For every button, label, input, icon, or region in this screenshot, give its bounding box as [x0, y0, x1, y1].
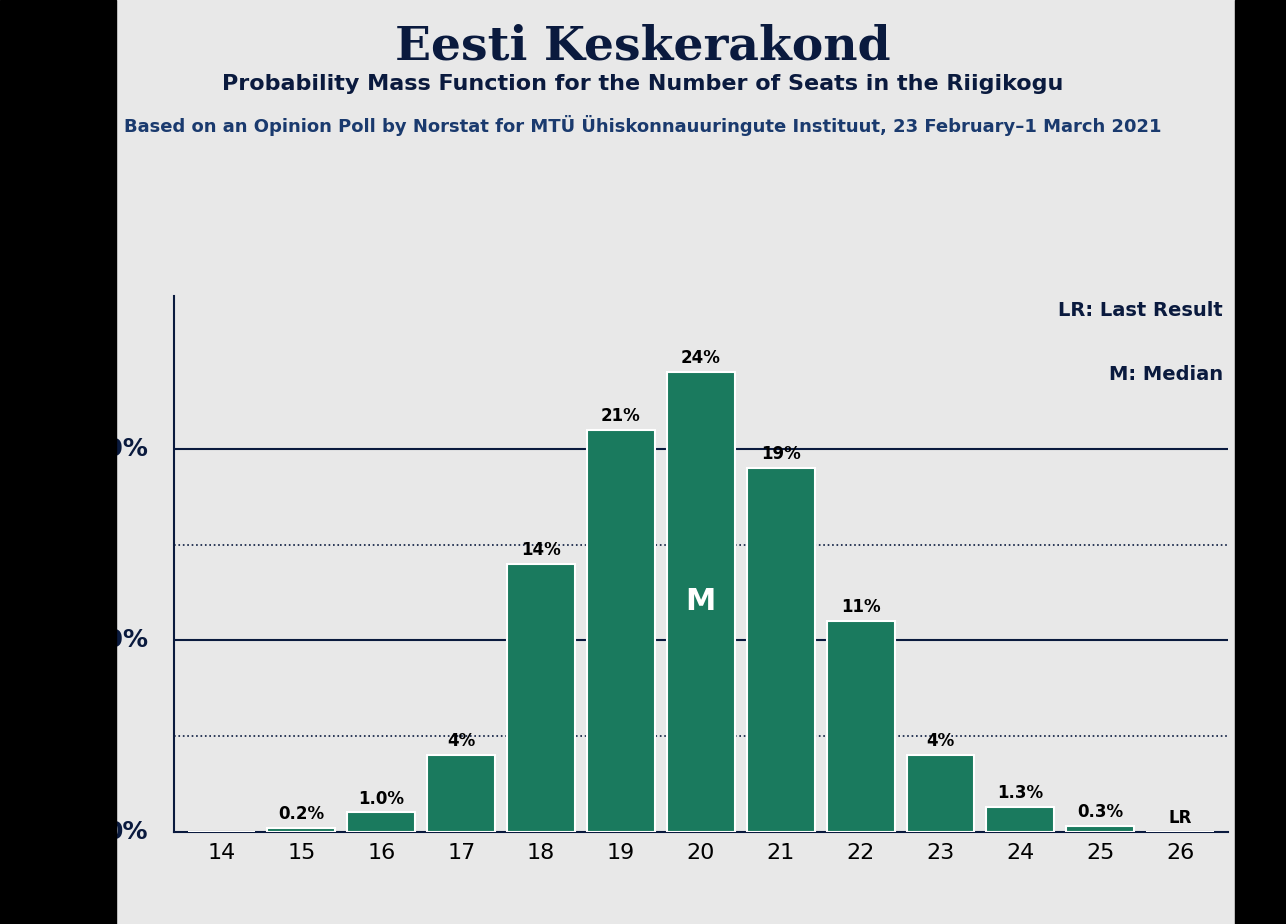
- Bar: [827, 621, 895, 832]
- Text: 4%: 4%: [926, 732, 954, 750]
- Text: 0.3%: 0.3%: [1078, 803, 1124, 821]
- Bar: [986, 807, 1055, 832]
- Text: Probability Mass Function for the Number of Seats in the Riigikogu: Probability Mass Function for the Number…: [222, 74, 1064, 94]
- Text: 14%: 14%: [521, 541, 561, 559]
- Bar: [1066, 826, 1134, 832]
- Text: 1.3%: 1.3%: [998, 784, 1043, 802]
- Text: LR: LR: [1169, 808, 1192, 827]
- Text: M: M: [685, 588, 716, 616]
- Bar: [667, 372, 734, 832]
- Text: 0.2%: 0.2%: [278, 805, 324, 823]
- Bar: [747, 468, 815, 832]
- Text: Eesti Keskerakond: Eesti Keskerakond: [395, 23, 891, 69]
- Bar: [427, 755, 495, 832]
- Text: 11%: 11%: [841, 598, 881, 616]
- Text: 19%: 19%: [761, 445, 801, 463]
- Text: 21%: 21%: [601, 407, 640, 425]
- Text: 4%: 4%: [448, 732, 476, 750]
- Text: © 2021 Filip van Laenen: © 2021 Filip van Laenen: [1269, 352, 1280, 480]
- Text: Based on an Opinion Poll by Norstat for MTÜ Ühiskonnauuringute Instituut, 23 Feb: Based on an Opinion Poll by Norstat for …: [125, 116, 1161, 137]
- Bar: [347, 812, 415, 832]
- Bar: [507, 564, 575, 832]
- Text: 10%: 10%: [87, 628, 148, 652]
- Text: LR: Last Result: LR: Last Result: [1058, 301, 1223, 320]
- Bar: [267, 828, 336, 832]
- Bar: [586, 430, 655, 832]
- Text: 20%: 20%: [87, 437, 148, 461]
- Bar: [907, 755, 975, 832]
- Text: 1.0%: 1.0%: [359, 790, 404, 808]
- Text: 0%: 0%: [105, 820, 148, 844]
- Text: 24%: 24%: [680, 349, 721, 368]
- Text: M: Median: M: Median: [1109, 365, 1223, 384]
